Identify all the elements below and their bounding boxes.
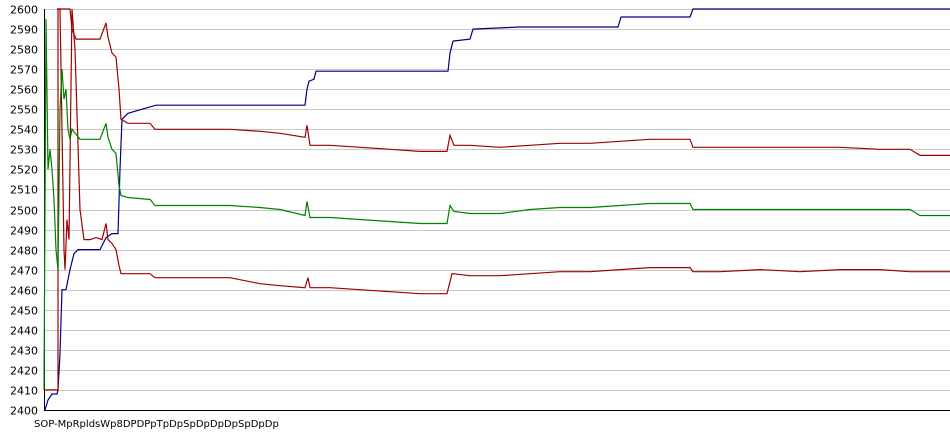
grid-lines <box>44 9 950 411</box>
y-tick-label: 2490 <box>10 225 38 238</box>
y-tick-label: 2420 <box>10 365 38 378</box>
series-line-2 <box>45 8 950 391</box>
y-tick-label: 2470 <box>10 265 38 278</box>
y-tick-label: 2550 <box>10 104 38 117</box>
y-tick-label: 2600 <box>10 4 38 17</box>
y-tick-label: 2440 <box>10 325 38 338</box>
y-tick-label: 2520 <box>10 164 38 177</box>
y-tick-label: 2400 <box>10 405 38 418</box>
y-tick-label: 2580 <box>10 44 38 57</box>
series-lines <box>43 8 950 411</box>
y-tick-label: 2480 <box>10 245 38 258</box>
y-tick-label: 2570 <box>10 64 38 77</box>
series-line-4 <box>43 18 950 390</box>
y-tick-label: 2530 <box>10 144 38 157</box>
y-tick-label: 2460 <box>10 285 38 298</box>
y-tick-label: 2560 <box>10 84 38 97</box>
y-tick-label: 2500 <box>10 205 38 218</box>
y-tick-label: 2430 <box>10 345 38 358</box>
series-line-1 <box>44 8 950 411</box>
y-tick-label: 2540 <box>10 124 38 137</box>
series-line-3 <box>57 8 950 156</box>
x-axis: SOP-MpRpldsWp8DPDPpTpDpSpDpDpDpSpDpDp <box>34 419 279 430</box>
y-axis: 2400 2410 2420 2430 2440 2450 2460 2470 2480 2490… <box>10 4 950 418</box>
y-tick-label: 2590 <box>10 24 38 37</box>
x-tick-labels: SOP-MpRpldsWp8DPDPpTpDpSpDpDpDpSpDpDp <box>34 419 279 430</box>
y-tick-label: 2510 <box>10 184 38 197</box>
y-tick-label: 2450 <box>10 305 38 318</box>
y-tick-label: 2410 <box>10 385 38 398</box>
